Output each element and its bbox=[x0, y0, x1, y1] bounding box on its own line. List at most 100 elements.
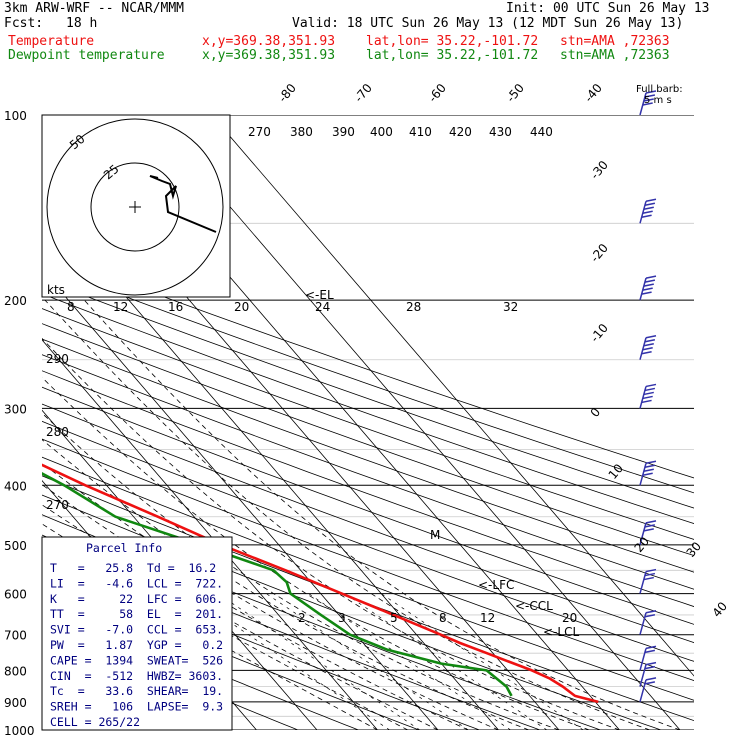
wind-barb-flag bbox=[644, 202, 656, 207]
wind-barb-flag bbox=[642, 210, 653, 215]
wind-barb-flag bbox=[645, 383, 657, 388]
isotherm-line bbox=[211, 115, 694, 677]
wind-barb-flag bbox=[644, 681, 656, 685]
parcel-info-row: CIN = -512 HWBZ= 3603. bbox=[50, 669, 223, 683]
wind-barb-flag bbox=[645, 520, 657, 524]
parcel-info-title: Parcel Info bbox=[86, 541, 162, 555]
wind-barb-flag bbox=[641, 350, 652, 355]
wind-barb-flag bbox=[643, 468, 654, 473]
mixing-ratio-line bbox=[380, 593, 584, 730]
theta-label: 270 bbox=[46, 498, 69, 512]
pressure-tick-label: 600 bbox=[4, 588, 27, 602]
moist-adiabat-line bbox=[42, 462, 499, 730]
isotherm-label: -50 bbox=[504, 81, 527, 105]
theta-e-label: 430 bbox=[489, 125, 512, 139]
parcel-info-row: CAPE = 1394 SWEAT= 526 bbox=[50, 653, 223, 667]
mixing-ratio-label: 24 bbox=[315, 300, 330, 314]
wind-barb-flag bbox=[643, 528, 654, 532]
mixing-ratio-line bbox=[217, 593, 421, 730]
wind-barb-flag bbox=[643, 391, 654, 396]
wind-barb-flag bbox=[644, 665, 656, 670]
wind-barbs bbox=[639, 90, 657, 703]
mixing-ratio-label: 8 bbox=[439, 611, 447, 625]
mixing-ratio-label: 28 bbox=[406, 300, 421, 314]
isotherm-label: -20 bbox=[588, 241, 611, 265]
parcel-info-row: SVI = -7.0 CCL = 653. bbox=[50, 623, 223, 637]
temperature-latlon: lat,lon= 35.22,-101.72 bbox=[366, 34, 539, 49]
moist-adiabat-line bbox=[42, 412, 560, 730]
parcel-info-row: LI = -4.6 LCL = 722. bbox=[50, 576, 223, 590]
dry-adiabat-line bbox=[42, 403, 694, 644]
mixing-ratio-label: 2 bbox=[298, 611, 306, 625]
wind-barb-flag bbox=[644, 613, 656, 618]
wind-barb-flag bbox=[643, 576, 654, 581]
wind-barb-flag bbox=[645, 677, 657, 681]
wind-barb bbox=[639, 460, 657, 486]
wind-barb-flag bbox=[645, 90, 657, 94]
moist-adiabat-line bbox=[42, 523, 408, 730]
barb-key-line2: 5 m s bbox=[644, 95, 672, 106]
isotherm-line bbox=[42, 339, 378, 730]
isotherm-line bbox=[150, 115, 681, 730]
wind-barb-flag bbox=[645, 645, 657, 650]
temperature-trace bbox=[42, 463, 599, 704]
level-marker-lfc: <-LFC bbox=[478, 578, 514, 592]
hodograph-frame bbox=[41, 114, 231, 298]
wind-barb-flag bbox=[644, 524, 656, 528]
dry-adiabat-line bbox=[42, 456, 694, 701]
level-marker-el: <-EL bbox=[305, 288, 334, 302]
mixing-ratio-label: 20 bbox=[234, 300, 249, 314]
theta-e-label: 390 bbox=[332, 125, 355, 139]
mixing-ratio-label: 3 bbox=[338, 611, 346, 625]
barb-key-line1: Full barb: bbox=[636, 84, 683, 95]
isotherm-label: -80 bbox=[276, 81, 299, 105]
pressure-tick-label: 900 bbox=[4, 696, 27, 710]
isotherm-label: -40 bbox=[582, 81, 605, 105]
level-marker-lcl: <-LCL bbox=[543, 625, 579, 639]
parcel-info-row: K = 22 LFC = 606. bbox=[50, 592, 223, 606]
dry-adiabat-line bbox=[42, 279, 694, 509]
mixing-ratio-line bbox=[187, 593, 390, 730]
theta-e-label: 410 bbox=[409, 125, 432, 139]
dry-adiabat-line bbox=[42, 354, 694, 590]
mixing-ratio-line bbox=[266, 593, 469, 730]
dry-adiabat-line bbox=[42, 308, 694, 540]
dry-adiabat-line bbox=[42, 438, 694, 681]
dry-adiabat-line bbox=[42, 599, 360, 730]
pressure-tick-label: 400 bbox=[4, 479, 27, 493]
mixing-ratio-label: 32 bbox=[503, 300, 518, 314]
wind-barb-flag bbox=[642, 346, 653, 351]
init-time: Init: 00 UTC Sun 26 May 13 bbox=[506, 1, 710, 16]
level-marker-m: M bbox=[430, 528, 440, 542]
wind-barb bbox=[639, 90, 657, 116]
wind-barb-flag bbox=[645, 275, 657, 279]
moist-adiabat-line bbox=[84, 299, 681, 730]
dry-adiabat-line bbox=[42, 386, 694, 625]
wind-barb bbox=[639, 383, 657, 409]
wind-barb-flag bbox=[645, 661, 657, 666]
mixing-ratio-label: 16 bbox=[168, 300, 183, 314]
level-marker-ccl: <-CCL bbox=[515, 599, 553, 613]
moist-adiabat-line bbox=[44, 299, 650, 730]
parcel-info-row: SREH = 106 LAPSE= 9.3 bbox=[50, 700, 223, 714]
wind-barb-flag bbox=[641, 214, 652, 219]
wind-barb bbox=[639, 645, 657, 671]
isotherm-label: -60 bbox=[426, 81, 449, 105]
dry-adiabat-line bbox=[42, 250, 694, 479]
pressure-tick-label: 300 bbox=[4, 402, 27, 416]
mixing-ratio-line bbox=[344, 593, 548, 730]
wind-barb-flag bbox=[642, 287, 653, 291]
wind-barb-flag bbox=[644, 279, 656, 283]
pressure-tick-label: 800 bbox=[4, 664, 27, 678]
parcel-info-row: CELL = 265/22 bbox=[50, 715, 140, 729]
temperature-xy: x,y=369.38,351.93 bbox=[202, 34, 336, 49]
wind-barb-flag bbox=[645, 609, 657, 614]
temperature-stn: stn=AMA ,72363 bbox=[560, 34, 670, 49]
wind-barb-flag bbox=[644, 338, 656, 343]
wind-barb bbox=[639, 661, 657, 687]
mixing-ratio-label: 8 bbox=[67, 300, 75, 314]
parcel-info-row: PW = 1.87 YGP = 0.2 bbox=[50, 638, 223, 652]
isotherm-label: 0 bbox=[588, 405, 604, 420]
